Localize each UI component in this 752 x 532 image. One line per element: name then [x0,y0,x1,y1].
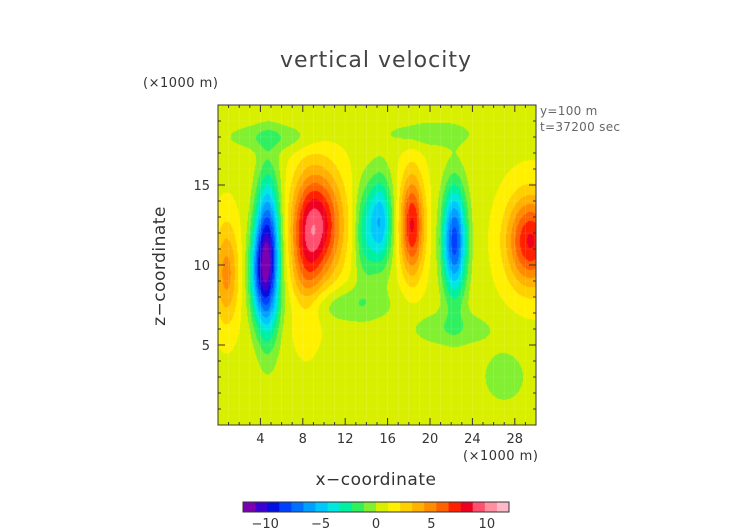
colorbar: −10 −5 0 5 10 [242,501,510,532]
colorbar-swatch [363,502,377,512]
colorbar-swatch [303,502,316,512]
x-tick-label: 4 [256,432,264,447]
colorbar-swatch [424,502,437,512]
annotation-y-position: y=100 m [540,104,598,118]
colorbar-swatch [412,502,425,512]
colorbar-swatch [448,502,461,512]
colorbar-swatch [351,502,365,512]
colorbar-swatch [339,502,353,512]
y-tick-label: 15 [193,179,210,194]
velocity-field [218,105,536,425]
y-tick-label: 10 [193,259,210,274]
colorbar-swatch [460,502,474,512]
colorbar-tick-label: −5 [311,517,330,532]
x-tick-label: 8 [299,432,307,447]
colorbar-swatch [255,502,268,512]
colorbar-swatch [376,502,389,512]
colorbar-tick-label: 10 [479,517,496,532]
y-axis-unit: (×1000 m) [143,76,219,91]
x-tick-label: 24 [464,432,481,447]
colorbar-tick-label: 5 [427,517,435,532]
x-axis-label: x−coordinate [315,470,437,490]
colorbar-swatch [436,502,449,512]
colorbar-swatch [496,502,510,512]
x-tick-label: 16 [379,432,396,447]
y-axis-ticks: 5 10 15 [193,120,536,410]
plot-gridlines [218,105,536,425]
colorbar-swatch [484,502,498,512]
x-axis-ticks: 4 8 12 16 20 24 28 [228,105,526,447]
annotation-time: t=37200 sec [540,120,621,134]
y-tick-label: 5 [202,339,210,354]
x-tick-label: 12 [337,432,354,447]
x-axis-unit: (×1000 m) [463,449,539,464]
colorbar-swatch [291,502,304,512]
colorbar-swatch [279,502,292,512]
chart-title: vertical velocity [279,48,472,73]
colorbar-swatch [243,502,256,512]
x-tick-label: 28 [507,432,524,447]
colorbar-swatch [315,502,328,512]
colorbar-frame [242,501,510,513]
colorbar-swatch [267,502,280,512]
x-tick-label: 20 [422,432,439,447]
colorbar-tick-label: 0 [372,517,380,532]
colorbar-tick-label: −10 [251,517,278,532]
colorbar-swatch [400,502,413,512]
colorbar-swatch [327,502,341,512]
colorbar-swatch [388,502,401,512]
colorbar-swatch [472,502,486,512]
